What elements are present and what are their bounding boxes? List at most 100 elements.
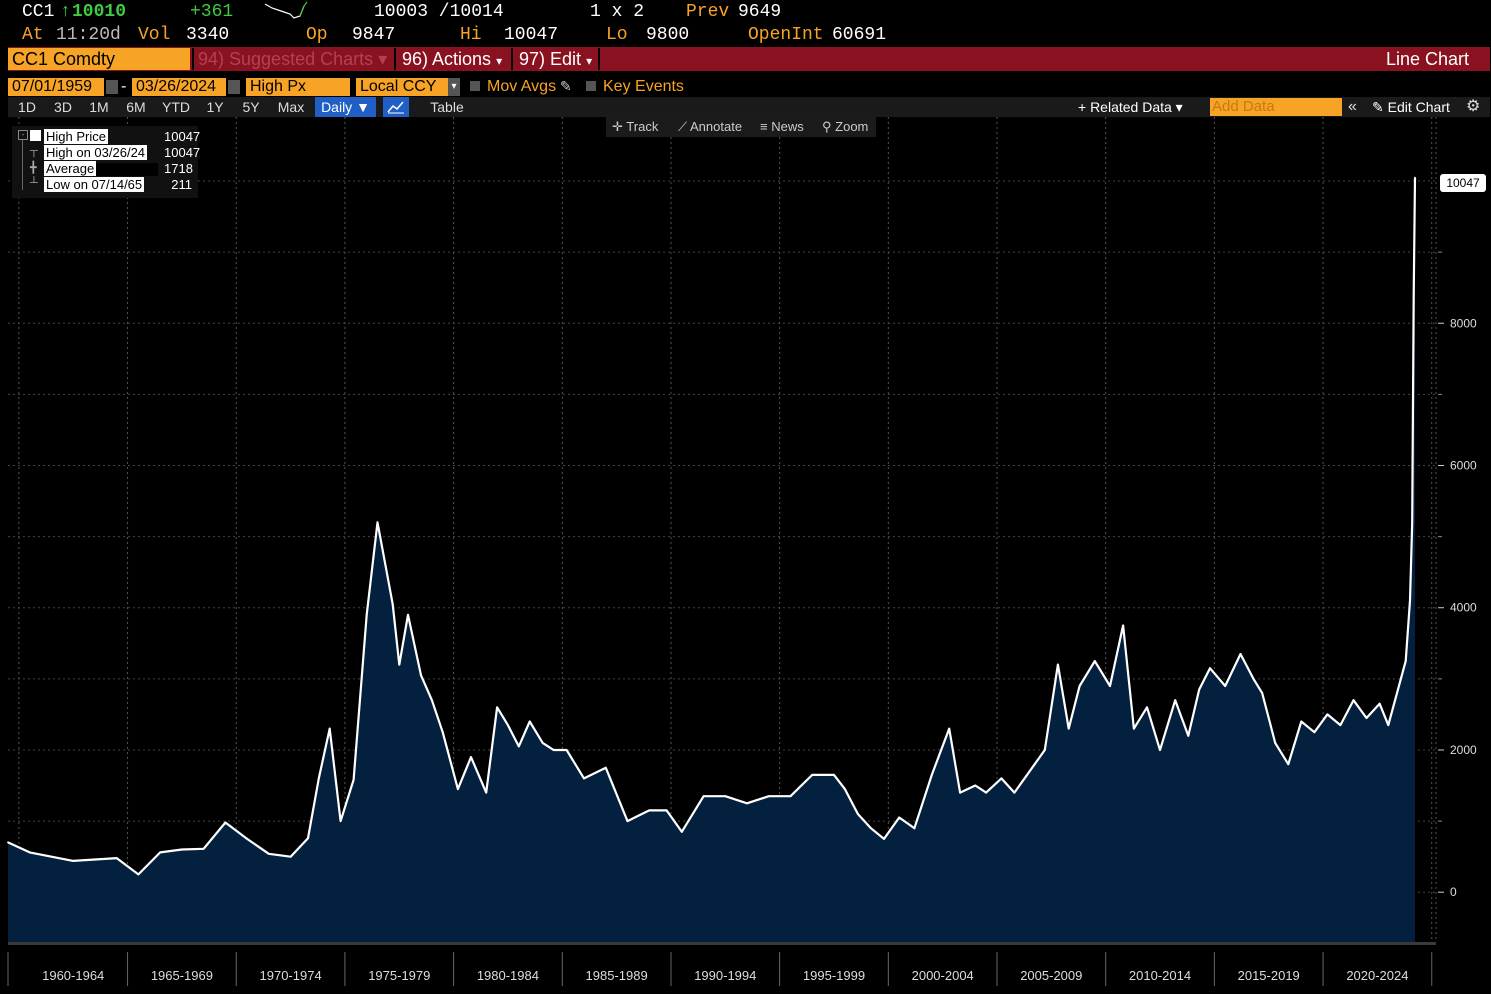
y-tick-label: 2000: [1450, 743, 1477, 757]
bid-ask: 10003 /10014: [374, 2, 504, 22]
collapse-legend-icon[interactable]: -: [18, 130, 28, 140]
annotate-tool[interactable]: ⟋ Annotate: [678, 117, 742, 137]
period-1d[interactable]: 1D: [18, 99, 36, 115]
openint-value: 60691: [832, 25, 887, 45]
track-label: Track: [626, 119, 659, 134]
data-point: [1224, 685, 1227, 687]
toolbar-divider: [598, 48, 600, 70]
collapse-icon[interactable]: «: [1348, 98, 1357, 115]
legend-row: High on 03/26/24: [44, 145, 148, 160]
data-point: [1187, 734, 1190, 737]
data-point: [1287, 763, 1290, 766]
price-line: [7, 177, 1417, 876]
end-date-input[interactable]: 03/26/2024: [132, 78, 226, 96]
data-point: [541, 742, 544, 744]
data-point: [289, 855, 292, 858]
calendar-icon[interactable]: [228, 80, 240, 94]
legend-label: Low on 07/14/65: [44, 177, 145, 192]
period-max[interactable]: Max: [277, 99, 305, 115]
legend-label: Average: [44, 161, 97, 176]
sparkline-icon: [264, 1, 308, 19]
period-5y[interactable]: 5Y: [242, 99, 260, 115]
chart-type-title: Line Chart: [1386, 49, 1470, 69]
data-point: [1198, 688, 1201, 691]
data-point: [959, 791, 961, 794]
data-point: [1013, 791, 1016, 794]
open-label: Op: [306, 25, 328, 45]
data-point: [1028, 770, 1031, 773]
data-point: [1414, 176, 1416, 179]
data-point: [702, 795, 705, 798]
y-tick-label: 0: [1450, 885, 1457, 899]
legend-label-pad: [96, 163, 159, 177]
data-point: [202, 847, 205, 850]
prev-label: Prev: [686, 2, 730, 22]
at-label: At: [22, 25, 44, 45]
ticker-symbol: CC1: [22, 2, 55, 22]
table-button[interactable]: Table: [430, 99, 464, 115]
zoom-tool[interactable]: ⚲ Zoom: [822, 117, 868, 137]
key-events-checkbox[interactable]: [586, 81, 596, 91]
open-value: 9847: [352, 25, 396, 45]
data-point: [930, 774, 933, 776]
data-point: [857, 813, 859, 815]
pencil-icon[interactable]: ✎: [560, 78, 572, 94]
low-marker-icon: ┴: [30, 177, 38, 189]
x-tick-label: 2010-2014: [1129, 968, 1191, 983]
data-point: [485, 791, 488, 794]
chart-tools-bar: [606, 117, 876, 137]
chart-style-button[interactable]: [383, 97, 409, 117]
gear-icon[interactable]: ⚙: [1466, 98, 1481, 115]
data-point: [1365, 717, 1368, 719]
data-point: [1146, 706, 1148, 709]
high-label: Hi: [460, 25, 482, 45]
start-date-input[interactable]: 07/01/1959: [8, 78, 104, 96]
data-point: [1387, 724, 1390, 726]
edit-menu[interactable]: 97) Edit ▾: [519, 49, 593, 69]
x-axis-baseline: [8, 942, 1436, 945]
calendar-icon[interactable]: [106, 80, 118, 94]
x-tick-label: 1995-1999: [803, 968, 865, 983]
currency-select[interactable]: Local CCY: [356, 78, 448, 96]
field-select[interactable]: High Px: [246, 78, 350, 96]
data-point: [328, 727, 331, 730]
data-point: [1159, 749, 1161, 751]
price-change: +361: [190, 2, 234, 22]
suggested-charts-menu[interactable]: 94) Suggested Charts ▾: [198, 49, 388, 69]
data-point: [870, 827, 872, 830]
data-point: [1174, 699, 1177, 702]
mov-avgs-checkbox[interactable]: [470, 81, 480, 91]
actions-menu[interactable]: 96) Actions ▾: [402, 49, 503, 69]
period-6m[interactable]: 6M: [126, 99, 146, 115]
period-ytd[interactable]: YTD: [162, 99, 190, 115]
openint-label: OpenInt: [748, 25, 824, 45]
data-point: [974, 784, 977, 787]
security-input[interactable]: CC1 Comdty: [8, 48, 190, 70]
data-point: [470, 756, 472, 758]
pen-icon: ⟋: [678, 119, 688, 134]
data-point: [1378, 702, 1381, 705]
period-1y[interactable]: 1Y: [206, 99, 224, 115]
period-1m[interactable]: 1M: [89, 99, 109, 115]
data-point: [398, 663, 401, 666]
related-data-menu[interactable]: + Related Data ▾: [1078, 99, 1183, 115]
low-label: Lo: [606, 25, 628, 45]
data-point: [626, 820, 629, 822]
data-point: [7, 841, 9, 844]
legend-value: 1718: [164, 161, 193, 176]
data-point: [50, 855, 53, 858]
edit-chart-button[interactable]: ✎ Edit Chart: [1372, 97, 1450, 117]
track-tool[interactable]: ✛ Track: [612, 117, 658, 137]
date-separator: -: [121, 78, 127, 95]
data-point: [565, 749, 568, 751]
news-tool[interactable]: ≡ News: [760, 117, 804, 137]
chevron-down-icon[interactable]: ▾: [448, 78, 460, 96]
data-point: [648, 809, 651, 812]
add-data-input[interactable]: Add Data: [1210, 98, 1342, 116]
period-3d[interactable]: 3D: [54, 99, 72, 115]
news-icon: ≡: [760, 119, 768, 134]
data-point: [72, 860, 75, 862]
data-point: [1239, 653, 1242, 655]
frequency-select[interactable]: Daily ▼: [315, 97, 376, 117]
